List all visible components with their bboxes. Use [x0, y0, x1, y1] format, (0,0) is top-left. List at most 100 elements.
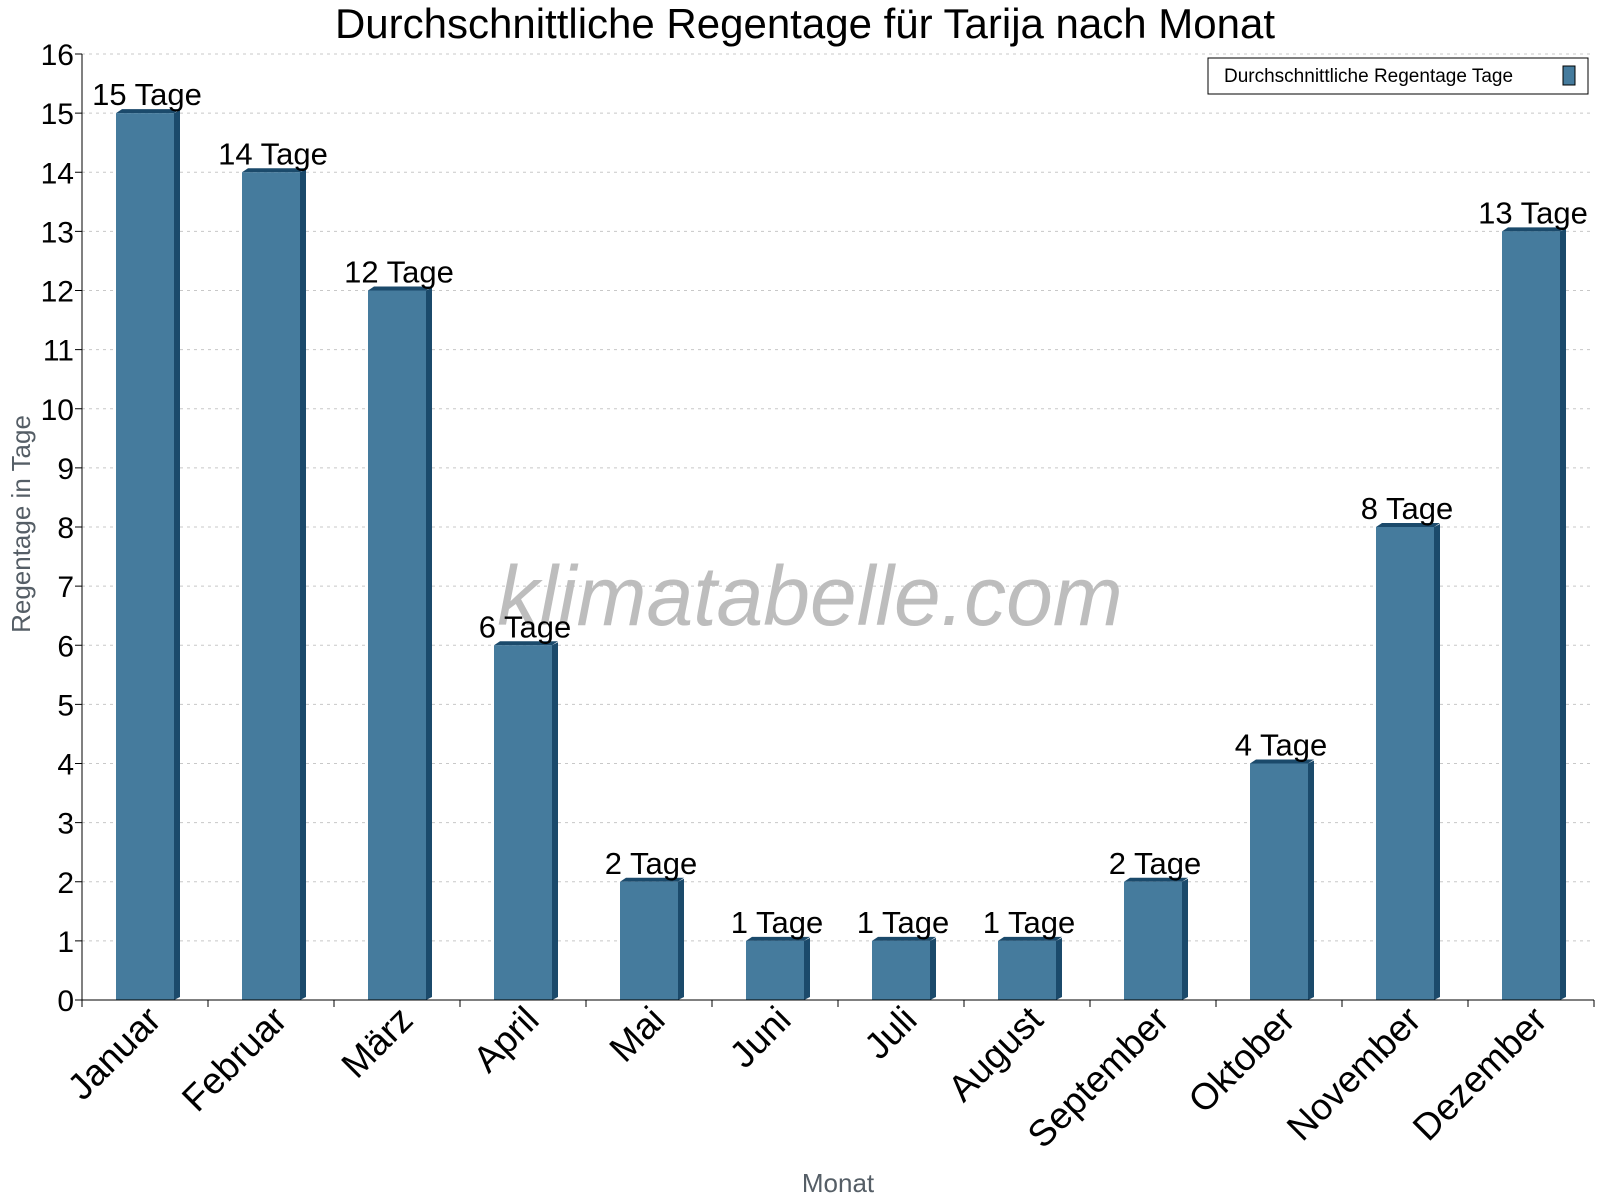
data-label: 15 Tage: [92, 77, 202, 112]
bar-top: [620, 877, 684, 882]
bar-front: [1250, 763, 1308, 1000]
bar-front: [620, 881, 678, 1000]
x-tick-label: Januar: [60, 999, 169, 1108]
data-label: 14 Tage: [218, 136, 328, 171]
data-label: 13 Tage: [1478, 195, 1588, 230]
y-tick-label: 8: [57, 512, 74, 545]
legend-swatch: [1562, 65, 1576, 86]
y-tick-label: 0: [57, 985, 74, 1018]
bar-side: [426, 287, 432, 1000]
bar-side: [300, 169, 306, 1000]
data-label: 8 Tage: [1361, 491, 1454, 526]
bar-februar: [242, 168, 306, 1000]
bar-top: [242, 168, 306, 173]
bar-juni: [746, 936, 810, 1000]
bar-top: [368, 286, 432, 291]
legend-box: [1207, 57, 1589, 95]
bar-front: [1502, 231, 1560, 1000]
bar-side: [678, 878, 684, 1000]
data-labels: 15 Tage 14 Tage 12 Tage 6 Tage 2 Tage 1 Tage 1…: [92, 77, 1588, 940]
bar-front: [494, 645, 552, 1000]
bar-top: [872, 936, 936, 941]
y-tick-label: 13: [41, 216, 74, 249]
bar-august: [998, 936, 1062, 1000]
x-tick-label: April: [465, 999, 546, 1080]
y-tick-label: 7: [57, 571, 74, 604]
bar-top: [1376, 523, 1440, 527]
x-tick-label: Juni: [722, 999, 799, 1076]
bar-top: [1250, 759, 1314, 764]
bar-front: [242, 172, 300, 1000]
y-axis-title: Regentage in Tage: [6, 415, 36, 633]
y-tick-label: 6: [57, 630, 74, 663]
gridlines: [82, 53, 1594, 942]
x-tick-label: August: [940, 998, 1051, 1109]
data-label: 1 Tage: [731, 905, 824, 940]
x-tick-label: März: [334, 999, 421, 1086]
chart-title: Durchschnittliche Regentage für Tarija n…: [335, 0, 1275, 47]
y-tick-label: 1: [57, 926, 74, 959]
bar-front: [746, 940, 804, 1000]
bar-side: [1308, 760, 1314, 1000]
bar-side: [804, 937, 810, 1000]
bar-juli: [872, 936, 936, 1000]
bar-front: [116, 113, 174, 1000]
bar-front: [1376, 527, 1434, 1000]
y-tick-label: 5: [57, 689, 74, 722]
y-tick-label: 4: [57, 749, 74, 782]
bar-dezember: [1502, 227, 1566, 1000]
bar-side: [1560, 228, 1566, 1000]
bar-front: [998, 940, 1056, 1000]
y-tick-label: 16: [41, 39, 74, 72]
y-tick-label: 11: [43, 335, 74, 368]
bar-side: [1182, 878, 1188, 1000]
x-tick-label: Mai: [602, 999, 673, 1070]
legend: Durchschnittliche Regentage Tage: [1207, 57, 1589, 95]
bar-side: [552, 642, 558, 1000]
data-label: 4 Tage: [1235, 728, 1328, 763]
bar-top: [746, 936, 810, 941]
x-tick-label: Oktober: [1181, 999, 1303, 1121]
x-axis-ticks: Januar Februar März April Mai Juni Juli AugustS…: [60, 998, 1595, 1156]
legend-label: Durchschnittliche Regentage Tage: [1224, 66, 1513, 87]
bar-januar: [116, 109, 180, 1000]
bar-september: [1124, 877, 1188, 1000]
bar-top: [494, 641, 558, 646]
bar-side: [174, 110, 180, 1000]
bar-front: [368, 290, 426, 1000]
bar-front: [872, 940, 930, 1000]
bar-side: [1056, 937, 1062, 1000]
bars: [116, 109, 1566, 1000]
bar-side: [930, 937, 936, 1000]
bar-side: [1434, 524, 1440, 1000]
watermark-text: klimatabelle.com: [497, 549, 1123, 643]
data-label: 1 Tage: [857, 905, 950, 940]
y-tick-label: 15: [41, 98, 74, 131]
y-tick-label: 14: [41, 157, 74, 190]
x-tick-label: Juli: [856, 999, 924, 1067]
x-tick-label: Dezember: [1405, 999, 1555, 1149]
y-tick-label: 10: [41, 394, 74, 427]
data-label: 2 Tage: [1109, 846, 1202, 881]
bar-november: [1376, 523, 1440, 1000]
x-axis-title: Monat: [802, 1168, 875, 1198]
bar-top: [1502, 227, 1566, 232]
data-label: 6 Tage: [479, 609, 572, 644]
data-label: 1 Tage: [983, 905, 1076, 940]
bar-mai: [620, 877, 684, 1000]
y-tick-label: 3: [57, 808, 74, 841]
x-tick-label: November: [1279, 999, 1429, 1149]
bar-top: [998, 936, 1062, 941]
x-tick-label: Februar: [174, 999, 295, 1120]
bar-märz: [368, 286, 432, 1000]
y-tick-label: 2: [57, 867, 74, 900]
bar-top: [116, 109, 180, 114]
data-label: 12 Tage: [344, 255, 454, 290]
data-label: 2 Tage: [605, 846, 698, 881]
bar-oktober: [1250, 759, 1314, 1000]
bar-april: [494, 641, 558, 1000]
bar-front: [1124, 881, 1182, 1000]
